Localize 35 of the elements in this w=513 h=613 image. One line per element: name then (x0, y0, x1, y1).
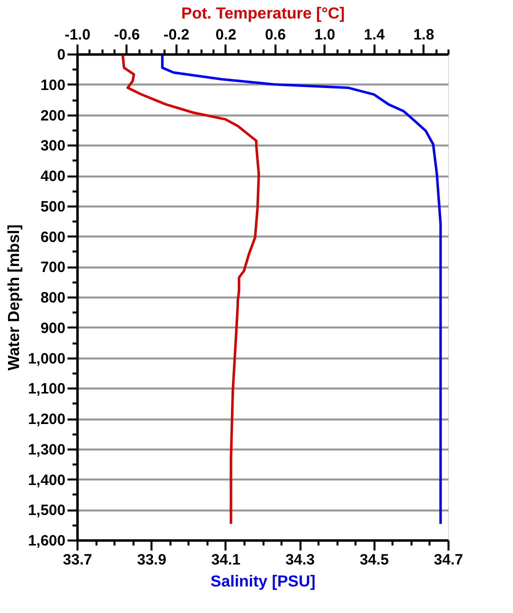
x-tick-label: 34.5 (360, 552, 389, 568)
x-tick-label: 34.3 (286, 552, 315, 568)
y-tick-label: 600 (40, 228, 66, 246)
x2-tick-label: 1.8 (413, 26, 434, 44)
y-tick-label: 700 (40, 259, 66, 276)
y-tick-label: 300 (40, 138, 66, 155)
y-tick-label: 1,200 (28, 411, 66, 428)
y-tick-label: 200 (40, 107, 66, 124)
y-tick-label: 1,300 (28, 441, 66, 458)
y-axis-title: Water Depth [mbsl] (6, 224, 23, 371)
x-tick-label: 34.7 (434, 552, 464, 568)
x-axis-title: Salinity [PSU] (210, 574, 316, 590)
y-tick-label: 1,000 (28, 350, 66, 368)
y-tick-label: 400 (40, 168, 66, 185)
x2-tick-label: -1.0 (64, 26, 90, 44)
x2-axis-title: Pot. Temperature [°C] (181, 6, 345, 22)
x2-tick-label: 0.2 (215, 26, 236, 44)
y-tick-label: 1,400 (28, 472, 66, 489)
x-tick-label: 34.1 (211, 552, 240, 568)
x2-tick-label: -0.6 (114, 26, 140, 44)
y-tick-label: 800 (40, 290, 66, 306)
y-tick-label: 1,500 (28, 502, 66, 520)
x-tick-label: 33.9 (137, 552, 166, 568)
y-tick-label: 1,100 (28, 380, 66, 398)
x2-tick-label: 0.6 (264, 26, 286, 44)
y-tick-label: 100 (40, 76, 66, 94)
y-tick-label: 0 (57, 46, 66, 64)
y-tick-label: 900 (40, 320, 66, 337)
x2-tick-label: 1.0 (314, 26, 336, 44)
x2-tick-label: -0.2 (164, 26, 190, 44)
line-series (161, 54, 442, 526)
y-tick-label: 1,600 (28, 532, 66, 550)
y-tick-label: 500 (40, 198, 66, 216)
x-tick-label: 33.7 (62, 552, 92, 568)
x2-tick-label: 1.4 (364, 26, 386, 44)
